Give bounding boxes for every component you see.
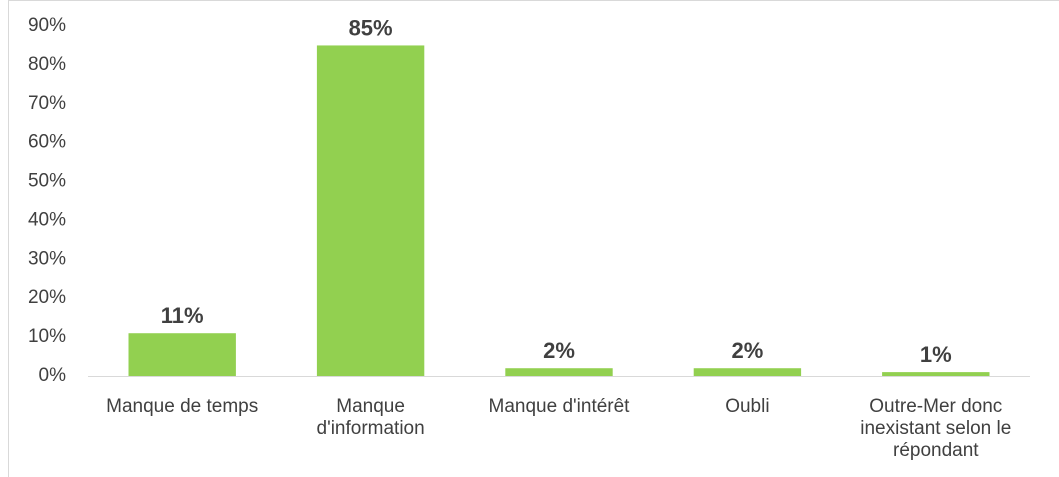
x-tick-label: Manque de temps [106,396,259,417]
y-tick-label: 40% [28,209,66,230]
y-tick-label: 10% [28,326,66,347]
y-tick-label: 20% [28,287,66,308]
bar [505,368,613,376]
value-label: 2% [543,338,575,363]
bar [693,368,802,376]
y-tick-label: 90% [28,15,66,36]
x-tick-label: Oubli [725,396,770,417]
y-tick-label: 50% [28,171,66,192]
y-tick-label: 80% [28,54,66,75]
y-tick-label: 60% [28,132,66,153]
value-label: 85% [349,15,393,40]
x-tick-label: Outre-Mer donc inexistant selon le répon… [860,396,1012,461]
y-tick-label: 0% [39,365,67,386]
bar [882,372,990,376]
x-tick-label: Manque d'intérêt [488,396,630,417]
value-label: 2% [732,338,764,363]
bar [128,333,236,376]
x-tick-label: Manque d'information [316,396,425,439]
y-tick-label: 70% [28,93,66,114]
y-tick-label: 30% [28,248,66,269]
value-label: 1% [920,342,952,367]
value-label: 11% [161,303,204,328]
bar [316,45,425,376]
